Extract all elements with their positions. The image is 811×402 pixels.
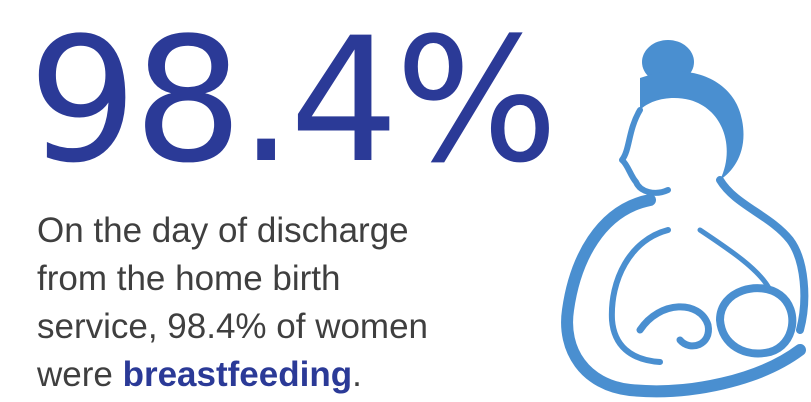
body-text: . — [352, 355, 362, 394]
hair — [640, 71, 743, 180]
body-line: service, 98.4% of women — [37, 307, 428, 346]
baby-head — [720, 288, 792, 353]
face — [622, 110, 668, 193]
chest — [700, 230, 770, 290]
baby-hand — [640, 307, 708, 346]
body-line: On the day of discharge — [37, 211, 409, 250]
body-emphasis: breastfeeding — [123, 355, 353, 394]
arm-outer — [567, 200, 800, 391]
arm-inner — [612, 230, 668, 362]
infographic: 98.4% On the day of discharge from the h… — [0, 0, 811, 402]
body-text: were — [36, 355, 123, 394]
headline-stat: 98.4% — [28, 0, 554, 201]
mother-baby-illustration — [567, 40, 804, 391]
body-line: were breastfeeding. — [36, 355, 362, 394]
body-line: from the home birth — [37, 259, 340, 298]
